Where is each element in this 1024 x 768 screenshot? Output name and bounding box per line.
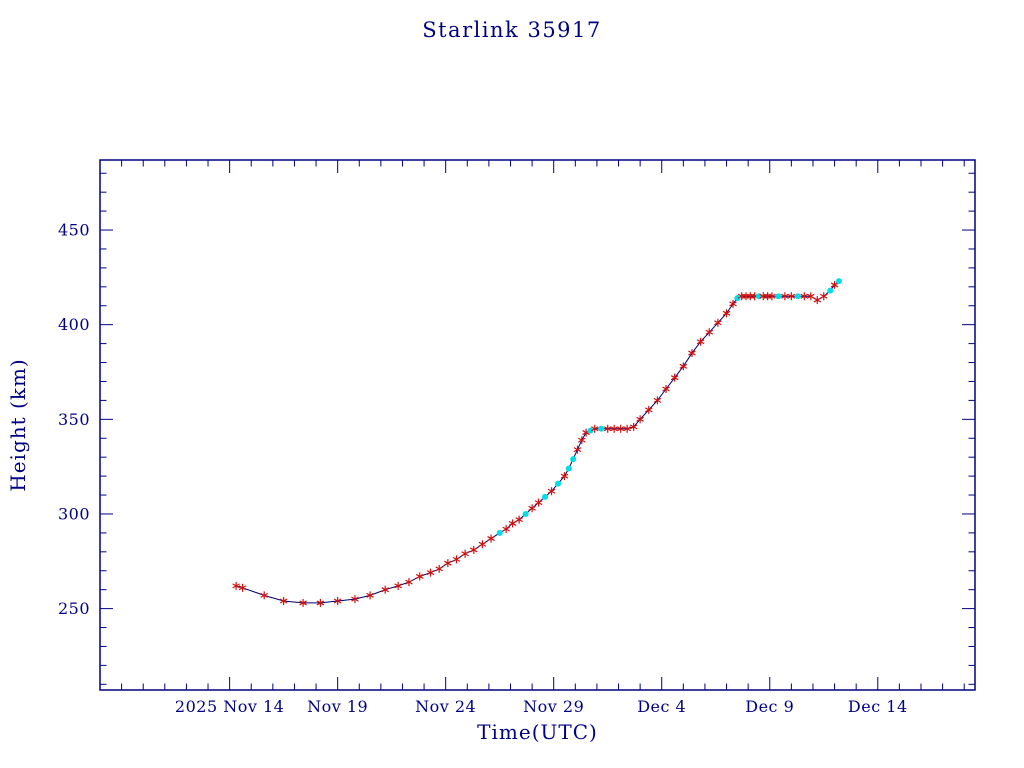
data-point-star [547, 487, 556, 496]
data-point-star [787, 292, 796, 301]
data-point-dot [570, 456, 577, 463]
data-point-star [515, 515, 523, 524]
data-point-dot [565, 465, 572, 472]
data-point-dot [827, 287, 834, 294]
x-axis-label: Time(UTC) [477, 720, 598, 744]
data-point-dot [496, 529, 503, 536]
data-point-star [722, 309, 731, 318]
data-point-star [590, 424, 599, 433]
data-point-star [351, 595, 359, 604]
data-point-star [316, 598, 325, 607]
data-point-star [644, 405, 653, 414]
data-point-star [461, 549, 469, 558]
x-tick-label: Dec 9 [745, 697, 794, 716]
data-point-dot [835, 278, 842, 285]
x-tick-label: Nov 19 [307, 697, 368, 716]
x-tick-label: Nov 29 [523, 697, 584, 716]
data-point-dot [734, 295, 741, 302]
data-point-star [781, 292, 789, 301]
x-tick-label: Dec 4 [637, 697, 686, 716]
data-point-star [232, 581, 240, 590]
data-point-star [444, 559, 452, 568]
data-point-star [629, 422, 638, 431]
data-point-star [662, 385, 670, 394]
x-tick-label: 2025 Nov 14 [175, 697, 284, 716]
data-point-star [813, 296, 822, 305]
data-point-star [487, 534, 495, 543]
data-point-star [603, 424, 612, 433]
data-point-star [653, 396, 662, 405]
data-point-star [623, 424, 631, 433]
data-point-star [502, 525, 510, 534]
y-tick-label: 250 [58, 599, 90, 618]
data-point-star [729, 299, 737, 308]
data-point-dot [555, 480, 562, 487]
data-point-star [435, 564, 443, 573]
data-point-star [279, 597, 288, 606]
data-point-star [452, 555, 461, 564]
data-point-star [577, 436, 586, 445]
data-point-star [560, 472, 569, 481]
data-point-dot [775, 293, 782, 300]
data-point-star [528, 504, 536, 513]
data-point-star [705, 328, 714, 337]
data-point-star [469, 545, 478, 554]
data-point-star [299, 598, 307, 607]
data-point-star [381, 585, 389, 594]
height-series-line [235, 280, 840, 604]
data-point-star [366, 591, 374, 600]
y-tick-label: 400 [58, 315, 90, 334]
data-point-star [610, 424, 618, 433]
y-tick-label: 450 [58, 221, 90, 240]
data-point-star [333, 597, 342, 606]
data-point-dot [542, 493, 549, 500]
data-point-star [394, 581, 402, 590]
axis-frame [99, 159, 976, 691]
data-point-star [426, 568, 435, 577]
x-tick-label: Dec 14 [848, 697, 908, 716]
x-tick-label: Nov 24 [415, 697, 476, 716]
data-point-dot [755, 293, 762, 300]
data-point-dot [522, 510, 529, 517]
data-point-star [636, 415, 644, 424]
data-point-star [768, 292, 776, 301]
data-point-star [260, 591, 268, 600]
data-point-star [819, 292, 828, 301]
y-tick-label: 300 [58, 504, 90, 523]
data-point-star [415, 572, 424, 581]
data-point-star [238, 583, 247, 592]
data-point-star [616, 424, 625, 433]
data-point-dot [598, 425, 605, 432]
data-point-star [688, 349, 696, 358]
data-point-star [830, 280, 839, 289]
data-point-star [508, 519, 517, 528]
data-point-star [478, 540, 487, 549]
data-point-star [807, 292, 815, 301]
data-point-star [573, 445, 582, 454]
chart-title: Starlink 35917 [422, 18, 602, 42]
data-point-star [679, 362, 688, 371]
y-tick-label: 350 [58, 410, 90, 429]
data-point-star [714, 318, 722, 327]
data-point-star [405, 578, 413, 587]
data-point-dot [794, 293, 801, 300]
data-point-dot [587, 427, 594, 434]
data-point-star [534, 498, 543, 507]
data-point-star [800, 292, 809, 301]
data-point-star [670, 373, 679, 382]
data-point-star [696, 337, 705, 346]
